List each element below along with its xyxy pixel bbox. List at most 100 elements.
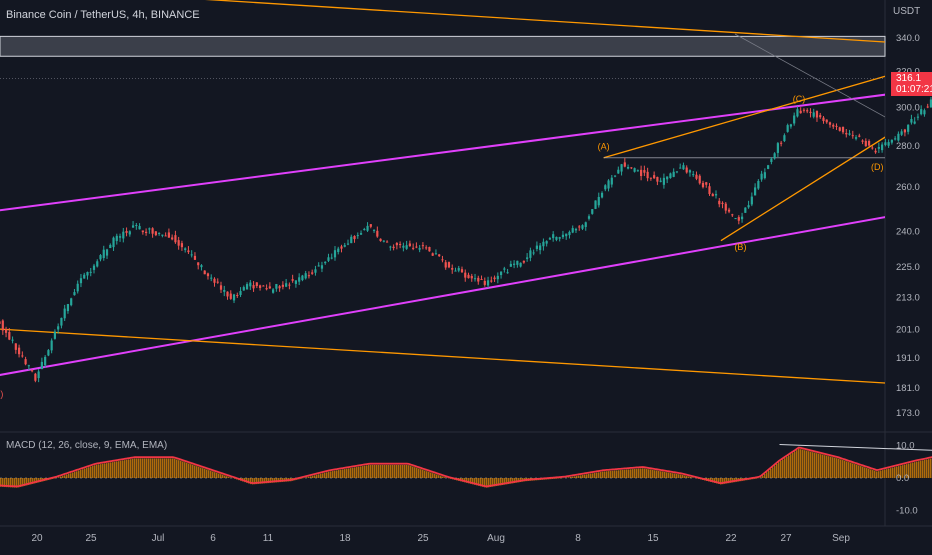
candle	[571, 228, 574, 233]
candle	[258, 285, 262, 288]
candle	[646, 171, 649, 179]
drawing-layer	[0, 0, 885, 384]
last-price-tag: 316.1 01:07:21	[891, 72, 932, 96]
candle	[669, 173, 672, 179]
candle	[542, 241, 545, 247]
candle	[40, 361, 43, 370]
candle	[53, 331, 57, 339]
candle	[24, 359, 27, 365]
candle	[894, 138, 897, 140]
candle	[923, 110, 926, 115]
candle	[867, 140, 871, 146]
candle	[363, 229, 366, 231]
candle	[11, 339, 14, 341]
candle	[115, 235, 118, 241]
candle	[356, 235, 359, 237]
candle	[89, 271, 92, 273]
candle	[197, 262, 200, 266]
candle	[372, 229, 376, 231]
candle	[698, 175, 701, 184]
time-axis-tick: Jul	[152, 533, 165, 544]
candle	[99, 255, 102, 260]
candle	[597, 196, 600, 206]
candle	[57, 326, 60, 330]
candle	[236, 295, 239, 297]
candle	[402, 245, 405, 248]
candle	[350, 236, 353, 244]
candle	[636, 170, 639, 172]
candle	[900, 131, 903, 135]
candle	[594, 200, 597, 209]
candle	[503, 268, 506, 270]
candle	[740, 216, 744, 220]
candle	[789, 124, 793, 127]
candle	[695, 174, 698, 179]
candle	[219, 285, 223, 290]
candle	[861, 140, 864, 142]
candle	[281, 284, 284, 287]
candle	[835, 125, 838, 127]
candle	[897, 133, 900, 141]
price-axis-tick: 213.0	[896, 293, 920, 304]
candle	[786, 125, 789, 132]
candle	[529, 250, 532, 258]
candle	[187, 250, 190, 253]
candle	[337, 248, 340, 253]
candle	[171, 237, 174, 240]
candle	[887, 142, 890, 146]
candle	[780, 142, 783, 144]
candle	[288, 284, 291, 286]
candle	[747, 205, 750, 208]
trendline-orange-descending-lower	[0, 328, 885, 384]
price-axis-tick: 181.0	[896, 383, 920, 394]
candle	[679, 167, 682, 169]
price-axis-tick: 260.0	[896, 182, 920, 193]
candle	[14, 343, 17, 350]
candle	[294, 280, 298, 284]
macd-indicator-label[interactable]: MACD (12, 26, close, 9, EMA, EMA)	[6, 440, 168, 451]
candle	[532, 252, 535, 254]
candle	[327, 257, 330, 261]
candle	[73, 292, 76, 296]
time-axis-tick: 22	[725, 533, 737, 544]
candle	[425, 247, 428, 249]
candle	[395, 242, 398, 246]
price-axis-tick: 240.0	[896, 226, 920, 237]
candle	[301, 275, 304, 281]
candle	[727, 209, 731, 212]
candle	[907, 124, 910, 132]
candle	[125, 231, 128, 233]
candle	[44, 356, 47, 366]
candle	[884, 142, 887, 146]
candle	[643, 170, 646, 173]
candle	[376, 230, 379, 237]
candle	[806, 110, 809, 112]
candle	[340, 246, 343, 249]
candle	[434, 253, 438, 255]
candle	[776, 143, 779, 153]
time-axis-tick: 8	[575, 533, 581, 544]
candle	[79, 278, 83, 284]
candle	[793, 115, 796, 124]
trendline-channel-lower	[0, 216, 885, 376]
candle	[565, 233, 568, 237]
candle	[903, 129, 907, 133]
candle	[320, 265, 324, 269]
candle	[675, 171, 679, 173]
resistance-zone	[0, 35, 886, 57]
candle	[591, 209, 594, 214]
candle	[379, 238, 382, 242]
candle	[333, 250, 337, 258]
trendline-A-to-E	[603, 75, 885, 159]
candle	[890, 139, 893, 143]
candle	[441, 259, 444, 261]
candle	[854, 137, 858, 139]
candle	[626, 166, 630, 169]
candle	[454, 270, 457, 272]
candle	[96, 261, 99, 267]
time-axis-tick: 18	[339, 533, 351, 544]
candle	[118, 236, 122, 238]
candle	[412, 247, 415, 249]
